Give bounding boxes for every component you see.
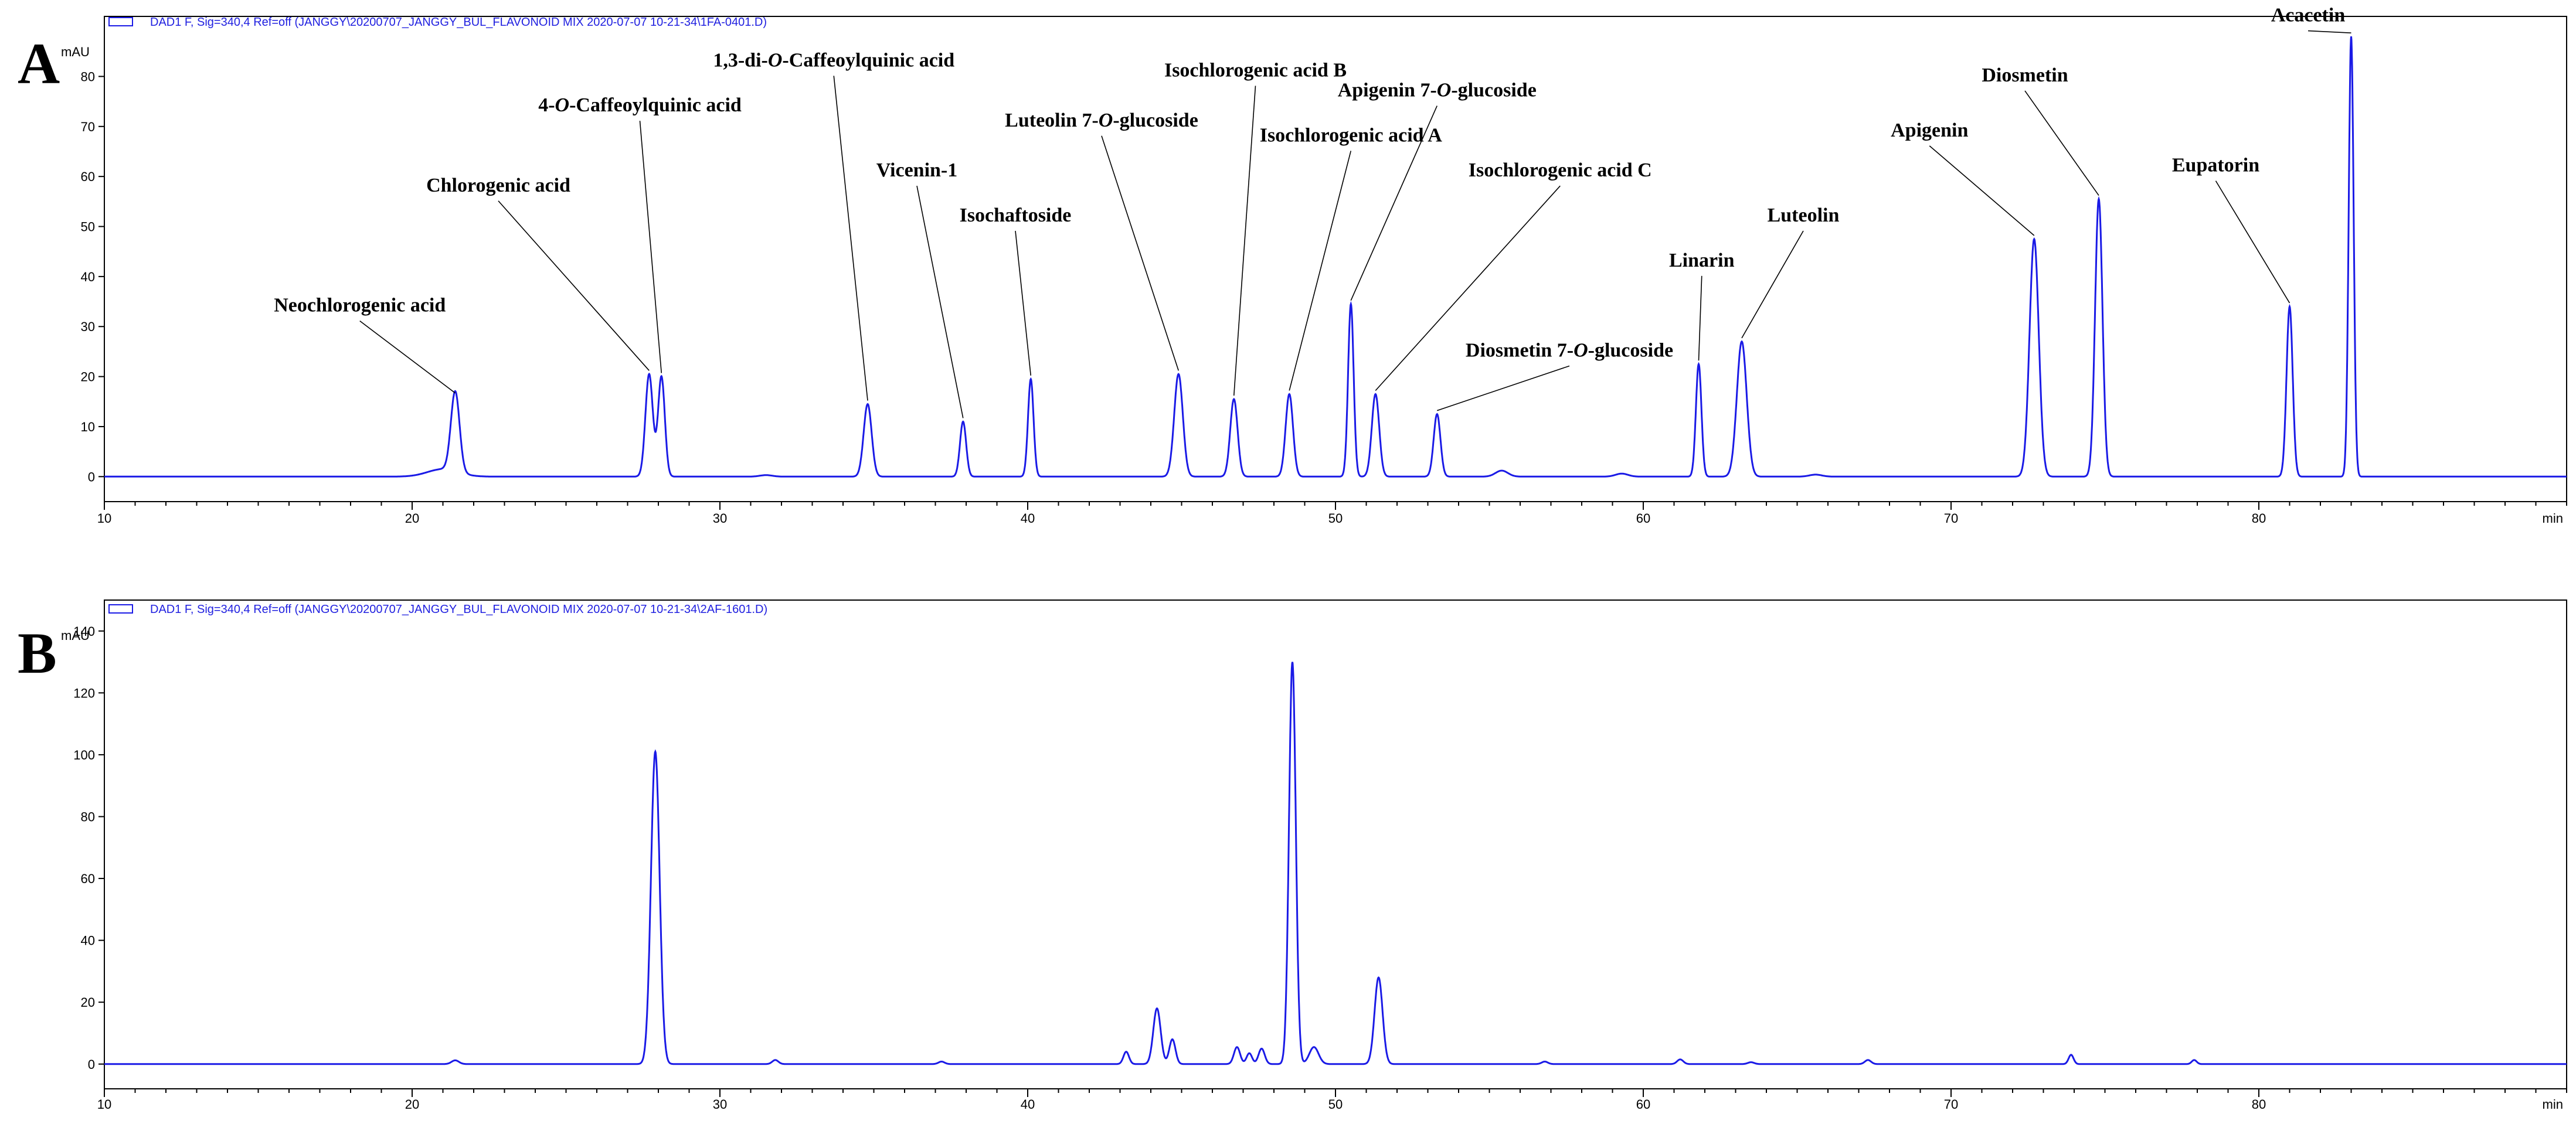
legend-label: DAD1 F, Sig=340,4 Ref=off (JANGGY\202007… [150, 16, 767, 29]
y-tick-label: 40 [81, 934, 95, 948]
peak-leader-line [359, 320, 456, 394]
y-tick-label: 70 [81, 120, 95, 134]
peak-leader-line [2307, 30, 2351, 33]
plot-frame [104, 16, 2567, 502]
y-tick-label: 0 [88, 469, 95, 484]
x-tick-label: 80 [2252, 511, 2266, 526]
peak-leader-line [1375, 185, 1561, 391]
peak-leader-line [1289, 151, 1352, 391]
peak-leader-line [498, 200, 650, 371]
x-tick-label: 10 [97, 1097, 111, 1112]
peak-leader-line [2215, 180, 2290, 304]
y-tick-label: 50 [81, 220, 95, 234]
peak-label: Isochlorogenic acid C [1469, 159, 1652, 181]
x-tick-label: 60 [1636, 1097, 1650, 1112]
panel-a: A DAD1 F, Sig=340,4 Ref=off (JANGGY\20200… [18, 5, 2567, 526]
peak-label: Apigenin 7-O-glucoside [1338, 80, 1537, 101]
x-tick-label: 10 [97, 511, 111, 526]
y-tick-label: 10 [81, 420, 95, 434]
x-tick-label: 40 [1021, 511, 1035, 526]
y-tick-label: 60 [81, 871, 95, 886]
peak-label: Diosmetin [1982, 64, 2068, 86]
x-axis-unit: min [2543, 1097, 2563, 1112]
plot-frame [104, 599, 2567, 1089]
peak-leader-line [1015, 230, 1032, 376]
peak-label: Apigenin [1891, 120, 1968, 141]
peak-label: Acacetin [2271, 5, 2346, 26]
x-tick-label: 70 [1944, 511, 1958, 526]
y-tick-label: 60 [81, 169, 95, 184]
peak-label: Isochlorogenic acid B [1164, 59, 1347, 81]
x-tick-label: 30 [713, 1097, 727, 1112]
panel-letter: A [18, 31, 60, 96]
peak-leader-line [2024, 90, 2099, 196]
legend-swatch [108, 604, 133, 614]
x-tick-label: 70 [1944, 1097, 1958, 1112]
peak-label: Isochlorogenic acid A [1260, 124, 1442, 146]
peak-label: Luteolin [1768, 205, 1840, 226]
panel-b: B DAD1 F, Sig=340,4 Ref=off (JANGGY\20200… [18, 599, 2567, 1112]
y-tick-label: 80 [81, 69, 95, 84]
y-tick-label: 80 [81, 809, 95, 824]
peak-leader-line [1350, 105, 1437, 301]
y-tick-label: 20 [81, 995, 95, 1010]
peak-leader-line [1101, 135, 1180, 371]
y-tick-label: 30 [81, 319, 95, 334]
x-tick-label: 40 [1021, 1097, 1035, 1112]
peak-leader-line [1233, 86, 1256, 396]
peak-label: Isochaftoside [960, 205, 1072, 226]
peak-label: Linarin [1669, 250, 1735, 271]
x-tick-label: 20 [405, 1097, 419, 1112]
y-tick-label: 140 [73, 624, 95, 639]
peak-label: Luteolin 7-O-glucoside [1005, 110, 1198, 131]
peak-leader-line [1929, 145, 2035, 236]
peak-leader-line [916, 185, 964, 418]
panel-letter: B [18, 621, 57, 686]
y-tick-label: 120 [73, 686, 95, 700]
peak-label: 4-O-Caffeoylquinic acid [538, 94, 742, 116]
peak-label: 1,3-di-O-Caffeoylquinic acid [713, 49, 954, 71]
peak-label: Eupatorin [2172, 155, 2259, 176]
peak-leader-line [1436, 365, 1570, 411]
x-tick-label: 80 [2252, 1097, 2266, 1112]
x-tick-label: 60 [1636, 511, 1650, 526]
chromatogram-trace [104, 36, 2567, 478]
peak-leader-line [639, 121, 662, 373]
peak-leader-line [1741, 230, 1804, 339]
legend-label: DAD1 F, Sig=340,4 Ref=off (JANGGY\202007… [150, 603, 767, 616]
peak-label: Diosmetin 7-O-glucoside [1466, 339, 1673, 361]
y-tick-label: 100 [73, 748, 95, 762]
x-tick-label: 50 [1328, 1097, 1343, 1112]
x-axis-unit: min [2543, 511, 2563, 526]
peak-label: Neochlorogenic acid [274, 295, 446, 316]
peak-label: Vicenin-1 [876, 159, 958, 181]
y-tick-label: 20 [81, 370, 95, 384]
x-tick-label: 30 [713, 511, 727, 526]
y-tick-label: 0 [88, 1057, 95, 1072]
peak-label: Chlorogenic acid [426, 175, 570, 196]
y-axis-unit: mAU [61, 628, 90, 643]
chromatogram-trace [104, 662, 2567, 1065]
peak-leader-line [833, 76, 868, 401]
legend-swatch [108, 17, 133, 26]
peak-leader-line [1698, 275, 1702, 361]
x-tick-label: 20 [405, 511, 419, 526]
y-axis-unit: mAU [61, 45, 90, 59]
x-tick-label: 50 [1328, 511, 1343, 526]
y-tick-label: 40 [81, 270, 95, 284]
